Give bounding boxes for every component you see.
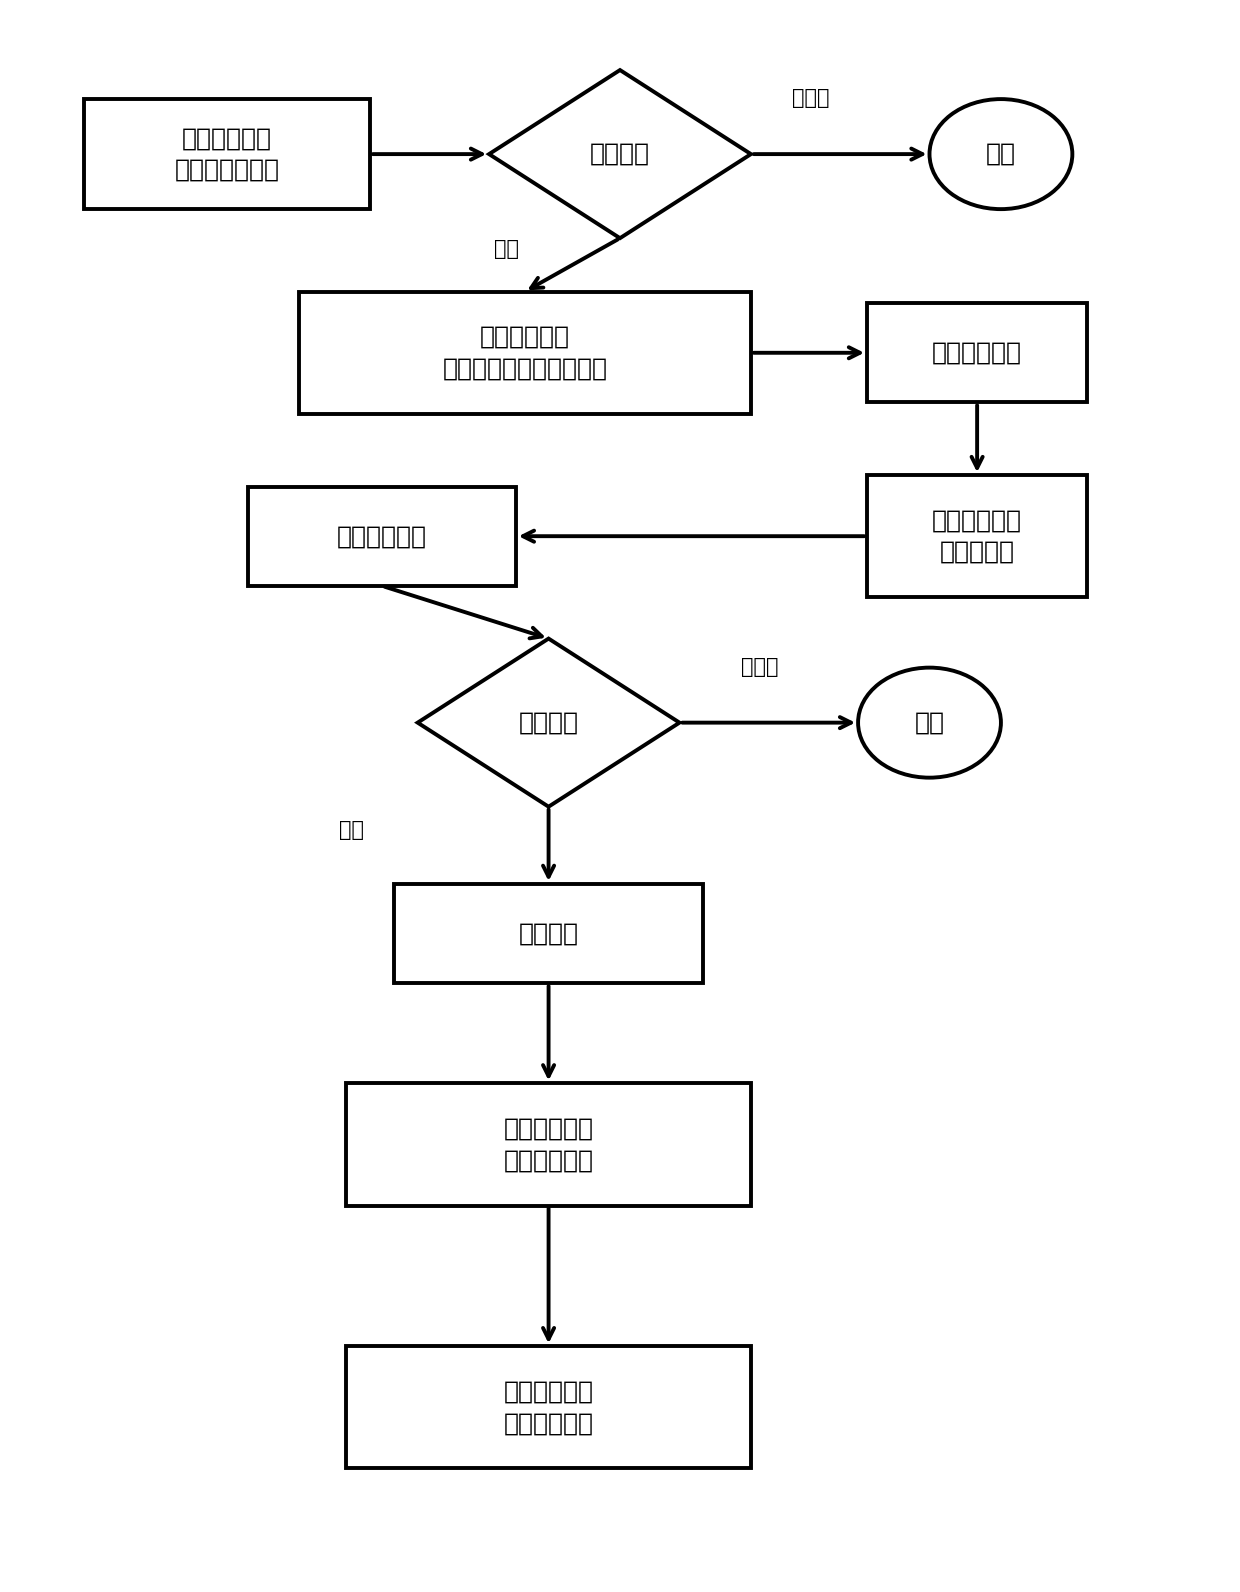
Text: 签署服务合同
并完成缴费: 签署服务合同 并完成缴费 (932, 508, 1022, 564)
Polygon shape (489, 70, 751, 239)
Bar (346, 1083, 751, 1205)
Bar (346, 1347, 751, 1468)
Ellipse shape (858, 667, 1001, 777)
Text: 不通过: 不通过 (791, 88, 830, 108)
Ellipse shape (930, 99, 1073, 209)
Text: 通过: 通过 (494, 239, 518, 259)
Text: 起草遗嘱范本
（司法存证）: 起草遗嘱范本 （司法存证） (503, 1380, 594, 1434)
Bar (394, 884, 703, 984)
Text: 文件建档: 文件建档 (518, 922, 579, 946)
Text: 不通过: 不通过 (740, 657, 777, 677)
Text: 是否通过: 是否通过 (590, 142, 650, 166)
Text: 询问基本情况: 询问基本情况 (932, 341, 1022, 365)
Polygon shape (418, 638, 680, 807)
Bar (867, 474, 1087, 597)
Text: 通过: 通过 (339, 820, 365, 839)
Text: 出具询问笔录
（司法存证）: 出具询问笔录 （司法存证） (503, 1116, 594, 1172)
Bar (299, 291, 751, 414)
Bar (84, 99, 370, 209)
Text: 结束: 结束 (986, 142, 1016, 166)
Text: 结束: 结束 (915, 710, 945, 734)
Text: 心理健康评估: 心理健康评估 (337, 524, 427, 548)
Text: 身份信息采集
（便携式遗嘱登记设备）: 身份信息采集 （便携式遗嘱登记设备） (443, 325, 608, 380)
Bar (867, 302, 1087, 403)
Text: 身份信息核验
（人脸，指纹）: 身份信息核验 （人脸，指纹） (175, 126, 280, 181)
Text: 是否通过: 是否通过 (518, 710, 579, 734)
Bar (248, 487, 516, 586)
